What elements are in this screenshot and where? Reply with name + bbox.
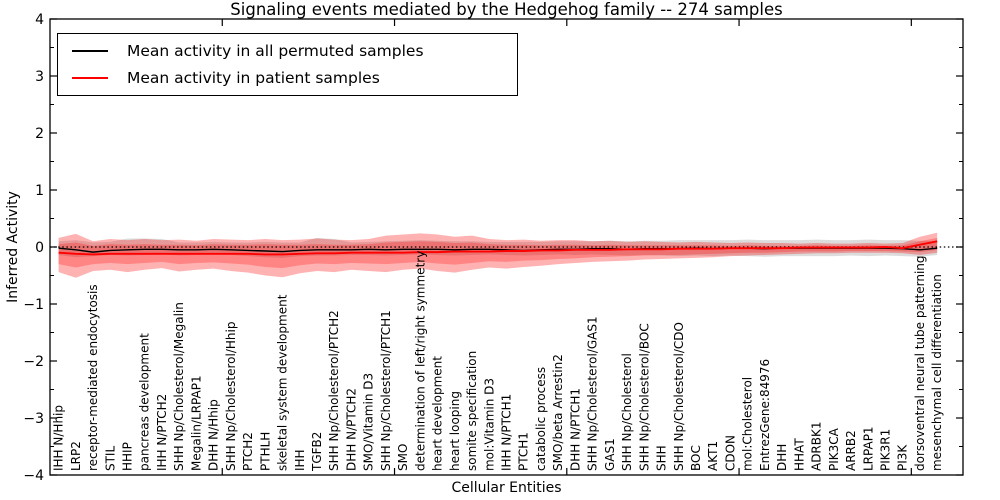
x-tick-label: PTCH1 [517, 432, 531, 471]
x-tick-label: PTHLH [258, 432, 272, 471]
x-tick-label: DHH N/PTCH1 [568, 388, 582, 471]
y-tick-label: 0 [35, 240, 44, 256]
y-tick-label: −2 [23, 354, 44, 370]
x-tick-label: PIK3R1 [878, 429, 892, 471]
x-tick-label: SHH Np/Cholesterol/BOC [637, 323, 651, 471]
x-tick-label: STIL [103, 446, 117, 471]
y-tick-label: 1 [35, 183, 44, 199]
band-permuted-samples-spread [58, 237, 938, 258]
x-tick-label: catabolic process [534, 367, 548, 471]
x-tick-label: IHH [293, 449, 307, 471]
legend-label-patient: Mean activity in patient samples [127, 68, 380, 87]
band-patient-samples-spread-inner [58, 237, 938, 269]
x-tick-label: PTCH2 [241, 432, 255, 471]
x-tick-label: mol:Vitamin D3 [482, 378, 496, 471]
x-tick-label: BOC [689, 445, 703, 471]
x-tick-label: SHH Np/Cholesterol/GAS1 [586, 316, 600, 471]
x-tick-label: PI3K [896, 444, 910, 471]
x-tick-label: IHH N/PTCH1 [500, 394, 514, 471]
x-tick-label: IHH N/PTCH2 [155, 394, 169, 471]
y-tick-label: 4 [35, 12, 44, 28]
legend: Mean activity in all permuted samples Me… [57, 33, 518, 96]
legend-line-sample-black [72, 50, 108, 53]
x-tick-label: CDON [723, 435, 737, 471]
x-tick-label: SHH Np/Cholesterol [620, 353, 634, 471]
x-tick-label: DHH N/PTCH2 [344, 388, 358, 471]
x-tick-label: receptor-mediated endocytosis [86, 284, 100, 471]
x-tick-label: IHH N/Hhip [52, 405, 66, 471]
x-tick-label: DHH [775, 444, 789, 471]
x-tick-label: determination of left/right symmetry [413, 251, 427, 471]
x-tick-label: SMO [396, 444, 410, 471]
x-tick-label: SHH Np/Cholesterol/Hhip [224, 322, 238, 471]
x-tick-label: SMO/beta Arrestin2 [551, 354, 565, 471]
x-tick-label: SHH [655, 445, 669, 471]
x-tick-label: SMO/Vitamin D3 [362, 373, 376, 471]
x-tick-label: PIK3CA [827, 427, 841, 471]
x-tick-label: SHH Np/Cholesterol/PTCH1 [379, 310, 393, 471]
band-patient-samples-spread-outer [58, 232, 938, 278]
x-tick-label: EntrezGene:84976 [758, 359, 772, 471]
x-tick-label: SHH Np/Cholesterol/PTCH2 [327, 310, 341, 471]
y-tick-label: 2 [35, 126, 44, 142]
x-tick-label: dorsoventral neural tube patterning [913, 255, 927, 471]
x-tick-label: skeletal system development [276, 294, 290, 471]
x-tick-label: pancreas development [138, 333, 152, 471]
x-tick-label: ARRB2 [844, 430, 858, 471]
x-tick-label: AKT1 [706, 441, 720, 471]
y-tick-label: −3 [23, 411, 44, 427]
series-line-patient [58, 240, 938, 256]
x-tick-label: SHH Np/Cholesterol/CDO [672, 322, 686, 471]
x-tick-label: LRP2 [69, 441, 83, 471]
x-axis-label: Cellular Entities [451, 480, 562, 496]
y-axis-label: Inferred Activity [5, 191, 21, 303]
x-tick-label: GAS1 [603, 438, 617, 471]
legend-line-sample-red [72, 76, 108, 79]
x-tick-label: somite specification [465, 351, 479, 471]
x-tick-label: HHIP [121, 442, 135, 471]
chart-title: Signaling events mediated by the Hedgeho… [230, 0, 783, 19]
x-tick-label: HHAT [792, 438, 806, 471]
x-tick-label: TGFB2 [310, 432, 324, 472]
x-tick-label: Megalin/LRPAP1 [189, 375, 203, 471]
legend-entry-permuted: Mean activity in all permuted samples [72, 42, 517, 60]
x-tick-label: heart development [431, 356, 445, 471]
x-tick-label: DHH N/Hhip [207, 399, 221, 471]
x-tick-label: heart looping [448, 391, 462, 471]
y-tick-label: −4 [23, 468, 44, 484]
x-tick-label: LRPAP1 [861, 426, 875, 471]
legend-entry-patient: Mean activity in patient samples [72, 69, 517, 87]
x-tick-label: SHH Np/Cholesterol/Megalin [172, 302, 186, 471]
x-tick-label: mesenchymal cell differentiation [930, 274, 944, 471]
y-tick-label: 3 [35, 69, 44, 85]
y-tick-label: −1 [23, 297, 44, 313]
x-tick-label: ADRBK1 [810, 421, 824, 471]
legend-label-permuted: Mean activity in all permuted samples [127, 42, 424, 61]
x-tick-label: mol:Cholesterol [741, 377, 755, 471]
